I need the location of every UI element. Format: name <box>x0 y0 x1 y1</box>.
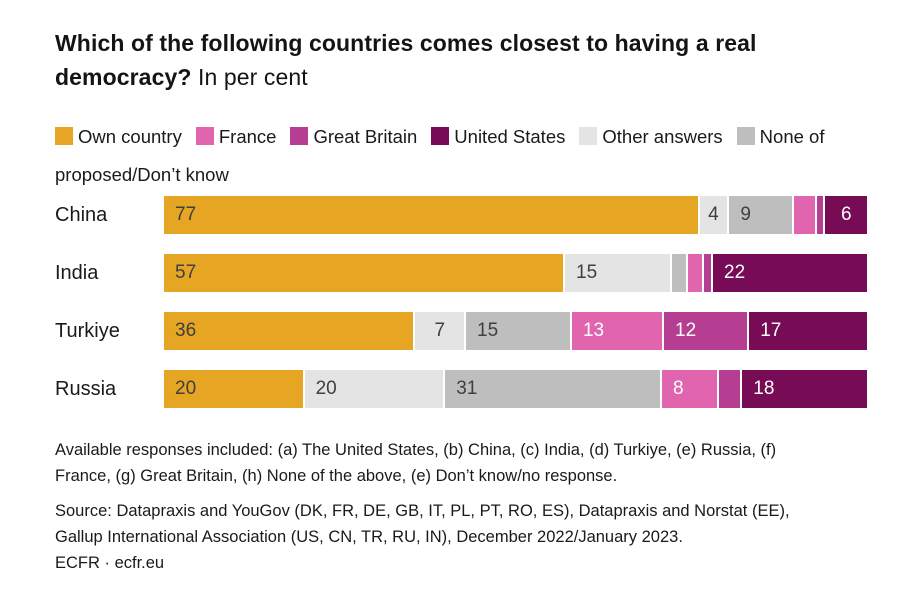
chart-row-china: China 77 4 9 6 <box>55 196 868 234</box>
footnote-credit: ECFR · ecfr.eu <box>55 554 165 572</box>
bar-segment-united_states: 6 <box>825 196 868 234</box>
bar-segment-france <box>793 196 815 234</box>
chart-row-russia: Russia 20 20 31 8 18 <box>55 370 867 408</box>
page-title-unit: In per cent <box>191 64 308 90</box>
bar-value-label: 12 <box>675 320 697 341</box>
bar-segment-great_britain <box>816 196 824 234</box>
bar-segment-united_states: 18 <box>742 370 867 408</box>
legend-label: Own country <box>78 126 182 147</box>
page-title: Which of the following countries comes c… <box>55 26 845 94</box>
bar-value-label: 77 <box>175 204 197 225</box>
bar-segment-own_country: 36 <box>164 312 414 350</box>
bar-value-label: 9 <box>740 204 751 225</box>
bar-value-label: 4 <box>708 204 719 225</box>
bar-value-label: 31 <box>456 378 478 399</box>
legend-item-great_britain: Great Britain <box>290 126 417 147</box>
bar-value-label: 7 <box>434 320 446 341</box>
bar-value-label: 13 <box>582 320 605 341</box>
bar-segment-none_dont_know: 9 <box>729 196 792 234</box>
legend-item-other_answers: Other answers <box>579 126 723 147</box>
bar-segment-france <box>688 254 702 292</box>
row-label: Russia <box>55 377 117 400</box>
stacked-bar: 20 20 31 8 18 <box>164 370 867 408</box>
bar-value-label: 22 <box>724 262 746 283</box>
legend-item-united_states: United States <box>431 126 565 147</box>
legend-item-france: France <box>195 126 277 147</box>
bar-chart: China 77 4 9 6 India 57 15 22 Turkiye 36 7 15 13 12 17 R… <box>55 196 868 408</box>
row-label: India <box>55 261 99 284</box>
bar-value-label: 15 <box>576 262 598 283</box>
bar-segment-other_answers: 7 <box>415 312 464 350</box>
page-title-question: Which of the following countries comes c… <box>55 30 757 90</box>
chart-row-turkiye: Turkiye 36 7 15 13 12 17 <box>55 312 868 350</box>
stacked-bar: 36 7 15 13 12 17 <box>164 312 868 350</box>
bar-segment-own_country: 57 <box>164 254 563 292</box>
legend-label: Great Britain <box>313 126 418 147</box>
bar-value-label: 17 <box>760 320 782 341</box>
legend-swatch-united_states <box>431 127 450 145</box>
stacked-bar: 77 4 9 6 <box>164 196 868 234</box>
legend-label: Other answers <box>602 126 723 147</box>
legend-label: France <box>218 126 277 147</box>
bar-segment-united_states: 17 <box>749 312 868 350</box>
stacked-bar: 57 15 22 <box>164 254 867 292</box>
legend-label: None of proposed/Don’t know <box>55 126 825 185</box>
bar-segment-other_answers: 20 <box>304 370 444 408</box>
bar-segment-own_country: 20 <box>164 370 303 408</box>
bar-segment-france: 13 <box>571 312 663 350</box>
bar-value-label: 15 <box>477 320 499 341</box>
bar-segment-great_britain <box>704 254 711 292</box>
bar-segment-other_answers: 4 <box>699 196 728 234</box>
legend-label: United States <box>454 126 566 147</box>
row-label: Turkiye <box>55 319 120 342</box>
legend-swatch-none_dont_know <box>736 127 755 145</box>
legend-swatch-great_britain <box>290 127 309 145</box>
bar-value-label: 8 <box>673 378 684 399</box>
chart-legend: Own country France Great Britain United Sta… <box>55 118 867 194</box>
bar-segment-none_dont_know: 31 <box>445 370 661 408</box>
row-label: China <box>55 203 108 226</box>
chart-row-india: India 57 15 22 <box>55 254 867 292</box>
legend-item-own_country: Own country <box>55 126 182 147</box>
bar-value-label: 6 <box>840 204 852 225</box>
bar-segment-france: 8 <box>662 370 718 408</box>
footnote-responses: Available responses included: (a) The Un… <box>55 441 777 485</box>
bar-value-label: 36 <box>175 320 197 341</box>
legend-swatch-france <box>195 127 214 145</box>
bar-value-label: 18 <box>753 378 775 399</box>
legend-swatch-other_answers <box>579 127 598 145</box>
bar-value-label: 20 <box>175 378 197 399</box>
bar-segment-none_dont_know <box>672 254 686 292</box>
bar-segment-great_britain: 12 <box>664 312 748 350</box>
bar-segment-great_britain <box>719 370 741 408</box>
legend-item-none_dont_know: None of proposed/Don’t know <box>55 126 824 185</box>
bar-segment-united_states: 22 <box>713 254 867 292</box>
bar-segment-own_country: 77 <box>164 196 698 234</box>
bar-segment-none_dont_know: 15 <box>466 312 570 350</box>
legend-swatch-own_country <box>55 127 73 145</box>
bar-value-label: 57 <box>175 262 197 283</box>
footnote-source: Source: Datapraxis and YouGov (DK, FR, D… <box>55 502 790 546</box>
bar-segment-other_answers: 15 <box>565 254 670 292</box>
bar-value-label: 20 <box>315 378 337 399</box>
